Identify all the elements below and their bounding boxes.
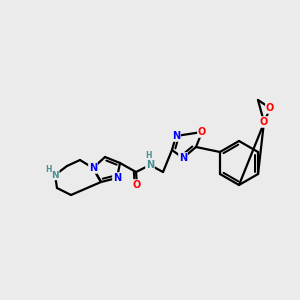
Text: N: N [89, 163, 97, 173]
Text: N: N [172, 131, 180, 141]
Text: O: O [260, 117, 268, 127]
Text: O: O [133, 180, 141, 190]
Text: N: N [146, 160, 154, 170]
Text: O: O [198, 127, 206, 137]
Text: N: N [179, 153, 187, 163]
Text: H: H [146, 152, 152, 160]
Text: H: H [45, 166, 51, 175]
Text: N: N [51, 170, 59, 179]
Text: O: O [266, 103, 274, 113]
Text: N: N [113, 173, 121, 183]
